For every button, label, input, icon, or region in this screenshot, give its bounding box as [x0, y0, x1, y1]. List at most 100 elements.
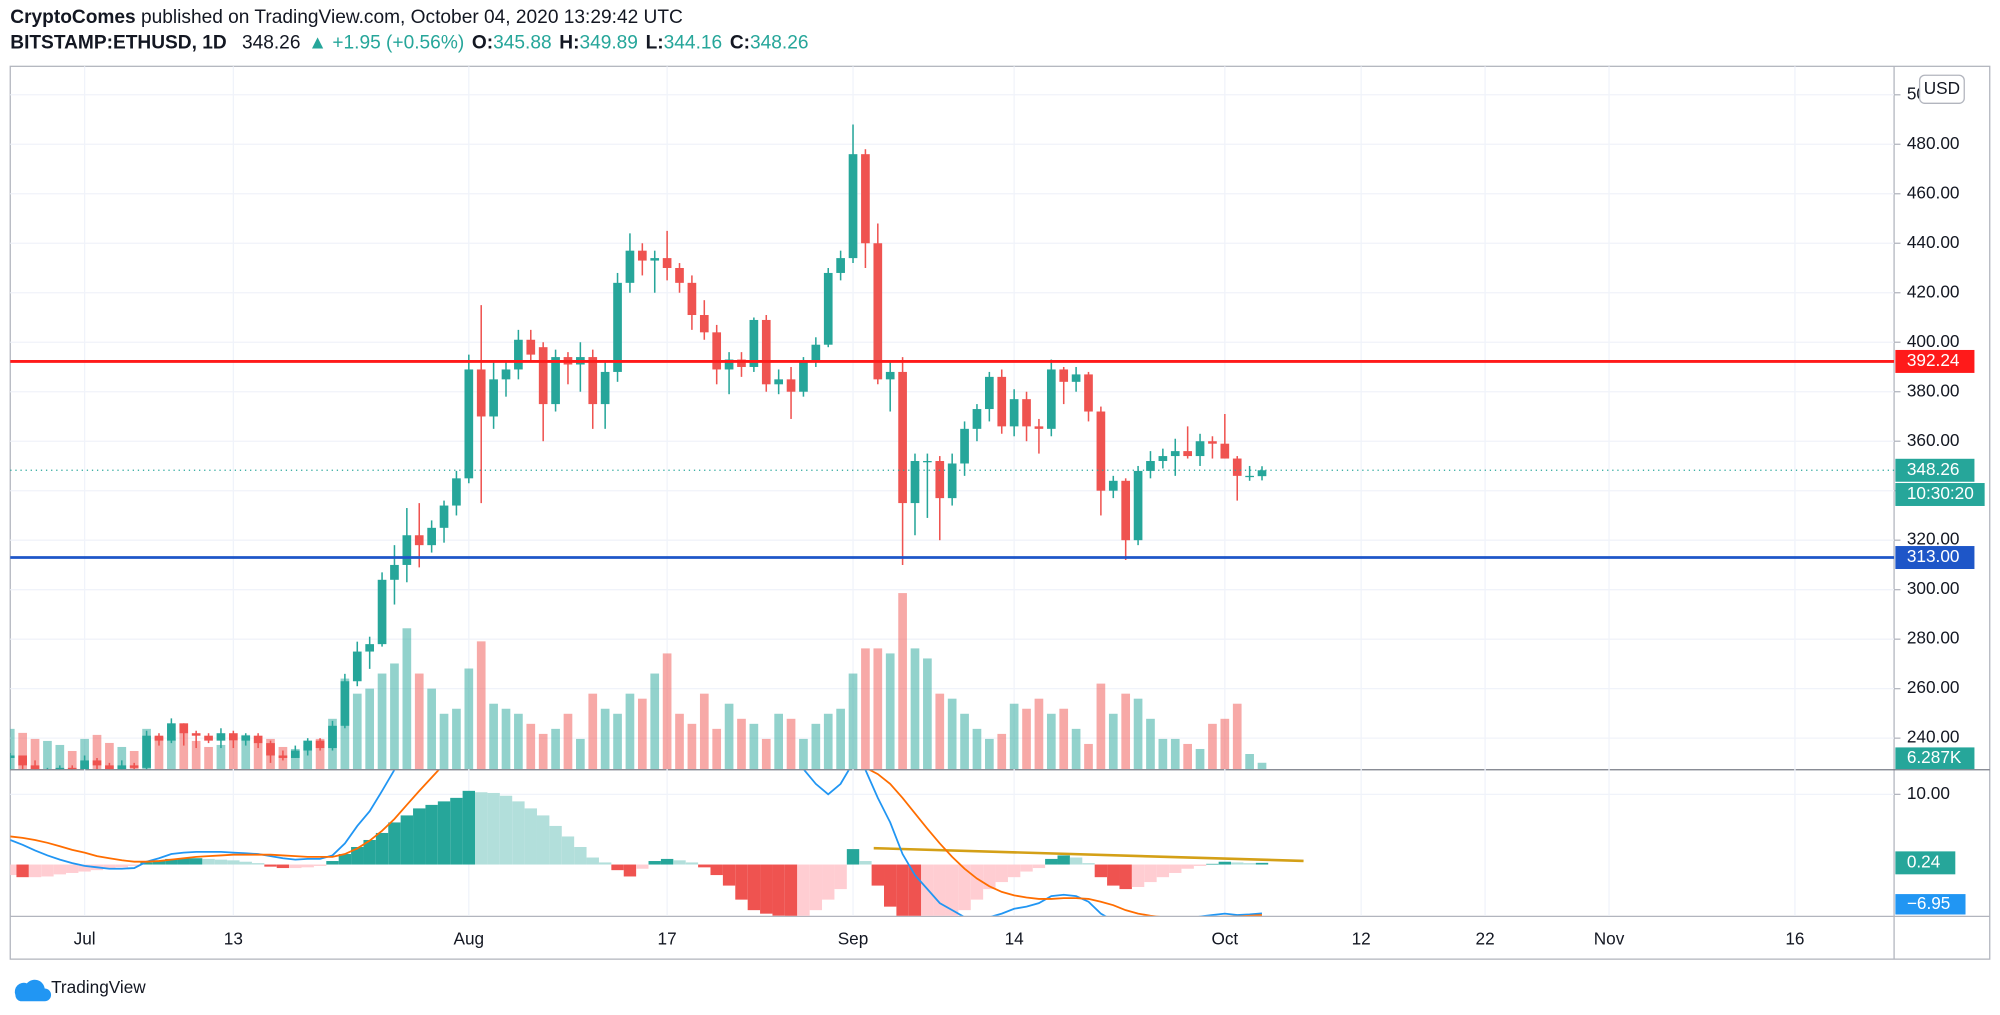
candle-body — [947, 463, 957, 499]
candle-body — [18, 755, 27, 766]
candle-body — [55, 767, 65, 770]
candle-body — [315, 740, 325, 749]
volume-bar — [1146, 718, 1155, 770]
volume-bar — [637, 698, 647, 770]
volume-label: 6.287K — [1907, 747, 1962, 767]
candle-body — [1034, 426, 1044, 429]
candle-body — [1232, 458, 1242, 476]
volume-bar — [365, 688, 375, 770]
volume-bar — [1232, 703, 1242, 770]
candle-body — [699, 315, 709, 333]
x-tick-label: Oct — [1211, 929, 1238, 949]
macd-histogram-bar — [1218, 861, 1232, 865]
candle-body — [452, 478, 461, 506]
macd-histogram-bar — [1169, 864, 1182, 873]
y-tick-label: 280.00 — [1907, 628, 1960, 648]
volume-bar — [774, 713, 783, 770]
volume-bar — [1071, 728, 1081, 770]
frame — [9, 65, 1991, 960]
volume-bar — [1257, 762, 1267, 770]
volume-bar — [799, 738, 808, 770]
macd-histogram-bar — [338, 854, 352, 865]
candle-body — [985, 376, 994, 410]
candle-body — [898, 371, 907, 504]
candle-body — [303, 740, 313, 751]
volume-bar — [1121, 693, 1131, 770]
volume-bar — [179, 732, 189, 770]
volume-bar — [489, 703, 498, 770]
volume-bar — [514, 713, 523, 770]
candle-body — [861, 154, 870, 244]
volume-bar — [167, 738, 176, 770]
volume-bar — [1183, 743, 1192, 770]
volume-bar — [910, 648, 920, 770]
macd-histogram-bar — [487, 792, 500, 865]
candle-body — [129, 765, 139, 768]
macd-histogram-bar — [1181, 864, 1194, 869]
volume-bar — [303, 744, 313, 770]
candle-body — [923, 461, 932, 463]
candle-body — [600, 371, 610, 405]
macd-histogram-bar — [313, 864, 327, 866]
candle-body — [365, 644, 375, 652]
candle-body — [1133, 470, 1143, 541]
candle-body — [712, 332, 722, 370]
x-tick-label: Nov — [1594, 929, 1625, 949]
published: published on TradingView.com, October 04… — [136, 7, 683, 28]
volume-bar — [67, 750, 77, 770]
logo: TradingView — [14, 977, 146, 1002]
logo-icon — [14, 979, 52, 1002]
volume-bar — [1059, 708, 1069, 770]
candle-body — [1245, 475, 1254, 478]
candle-body — [427, 527, 436, 546]
x-tick-label: 22 — [1476, 929, 1495, 949]
macd-histogram-bar — [1255, 862, 1269, 865]
symbol: BITSTAMP:ETHUSD, 1D — [10, 32, 227, 53]
candle-body — [117, 765, 127, 770]
symbol-line: BITSTAMP:ETHUSD, 1D 348.26 ▲ +1.95 (+0.56%… — [10, 32, 808, 53]
x-tick-label: 14 — [1005, 929, 1025, 949]
volume-bar — [1108, 713, 1118, 770]
volume-bar — [724, 703, 734, 770]
y-tick-label: 260.00 — [1907, 677, 1960, 697]
macd-histogram-bar — [1206, 863, 1219, 865]
macd-histogram-bar — [970, 864, 984, 900]
macd-histogram-bar — [945, 864, 959, 916]
volume-bar — [464, 668, 474, 770]
macd-histogram-bar — [152, 860, 166, 865]
macd-histogram-bar — [115, 864, 128, 868]
currency-badge[interactable] — [1918, 74, 1965, 104]
volume-bar — [1170, 738, 1180, 770]
volume-bar — [402, 628, 412, 770]
x-tick-label: 17 — [658, 929, 677, 949]
candle-body — [501, 369, 511, 380]
candle-body — [873, 243, 883, 380]
y-tick-label: 360.00 — [1907, 430, 1960, 450]
macd-histogram-bar — [636, 864, 649, 869]
volume-bar — [80, 738, 89, 770]
volume-bar — [836, 708, 845, 770]
candle-body — [848, 154, 858, 259]
macd-histogram-bar — [214, 859, 228, 865]
volume-bar — [613, 713, 622, 770]
volume-bar — [352, 693, 362, 770]
macd-histogram-bar — [549, 825, 562, 865]
volume-bar — [687, 723, 697, 770]
candle-body — [390, 564, 399, 580]
macd-histogram-bar — [413, 808, 426, 865]
macd-histogram-bar — [784, 864, 798, 916]
macd-histogram-bar — [648, 861, 661, 865]
candle-body — [92, 760, 102, 766]
volume-bar — [923, 658, 932, 770]
macd-histogram-bar — [698, 864, 711, 868]
macd-histogram-bar — [896, 864, 909, 916]
candle-body — [935, 461, 945, 499]
candle-body — [191, 733, 201, 736]
volume-bar — [551, 728, 560, 770]
volume-badge — [1895, 747, 1975, 770]
volume-bar — [861, 648, 870, 770]
volume-bar — [1084, 743, 1093, 770]
macd-histogram-bar — [450, 797, 463, 865]
volume-bar — [823, 713, 833, 770]
